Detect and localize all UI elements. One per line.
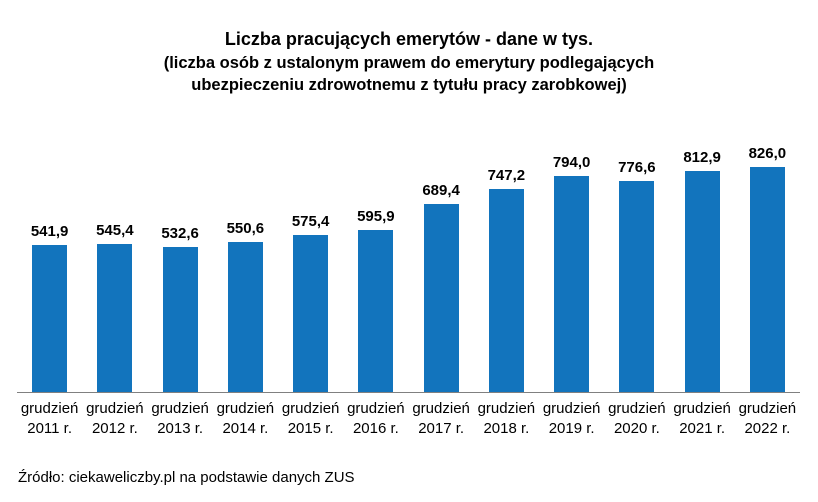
bar-value-label: 532,6 — [161, 225, 199, 242]
bar — [227, 242, 263, 392]
bar — [32, 244, 68, 392]
x-tick-line-2: 2017 r. — [418, 420, 465, 437]
x-tick-line-2: 2014 r. — [222, 420, 269, 437]
x-tick-line-2: 2021 r. — [679, 420, 726, 437]
bar-value-label: 575,4 — [291, 213, 330, 231]
x-tick-line-1: grudzień — [20, 400, 79, 417]
bar — [423, 204, 459, 392]
bar-column: 826,0 — [735, 145, 800, 392]
bar-column: 595,9 — [343, 208, 408, 392]
x-tick-line-1: grudzień — [216, 400, 275, 417]
bar-column: 794,0 — [539, 154, 604, 392]
x-tick-label: grudzień 2021 r. — [670, 399, 735, 439]
bar — [162, 247, 198, 392]
x-tick-line-1: grudzień — [738, 400, 797, 417]
x-tick-line-1: grudzień — [86, 400, 144, 417]
x-axis: grudzień 2011 r. grudzień 2012 r. grudzień 20… — [17, 393, 800, 439]
bar-column: 776,6 — [604, 159, 669, 392]
x-tick-label: grudzień 2022 r. — [735, 399, 800, 439]
bar — [488, 188, 524, 392]
bar — [749, 167, 785, 392]
x-tick-label: grudzień 2017 r. — [409, 399, 474, 439]
chart-title: Liczba pracujących emerytów - dane w tys… — [224, 29, 594, 49]
bar-value-label: 776,6 — [618, 158, 656, 176]
x-tick-line-1: grudzień — [412, 400, 470, 417]
chart-subtitle-line-1: (liczba osób z ustalonym prawem do emery… — [163, 54, 655, 72]
chart-subtitle-line-2: ubezpieczeniu zdrowotnemu z tytułu pracy… — [191, 76, 627, 94]
bar-column: 532,6 — [148, 225, 213, 392]
bar-column: 550,6 — [213, 220, 278, 392]
x-tick-line-1: grudzień — [347, 400, 405, 417]
bar — [293, 235, 329, 392]
bar-column: 812,9 — [670, 149, 735, 392]
plot-area: 541,9 545,4 532,6 550,6 575,4 595,9 689,4 747,2… — [17, 145, 800, 393]
bar — [684, 170, 720, 392]
x-tick-line-2: 2019 r. — [548, 420, 595, 437]
x-tick-label: grudzień 2019 r. — [539, 399, 604, 439]
x-tick-label: grudzień 2015 r. — [278, 399, 343, 439]
bar-chart: 541,9 545,4 532,6 550,6 575,4 595,9 689,4 747,2… — [17, 145, 800, 439]
bar-value-label: 541,9 — [30, 222, 69, 240]
bar-value-label: 747,2 — [487, 166, 526, 184]
x-tick-line-2: 2020 r. — [613, 420, 660, 437]
x-tick-line-1: grudzień — [673, 400, 731, 417]
x-tick-line-2: 2011 r. — [27, 420, 72, 437]
bar-column: 689,4 — [409, 182, 474, 392]
bar — [97, 243, 133, 392]
x-tick-line-2: 2012 r. — [91, 420, 138, 437]
bar-value-label: 550,6 — [226, 220, 265, 238]
x-tick-label: grudzień 2018 r. — [474, 399, 539, 439]
x-tick-line-2: 2016 r. — [352, 420, 399, 437]
bar — [358, 229, 394, 392]
bar-column: 545,4 — [82, 221, 147, 392]
bar-column: 747,2 — [474, 167, 539, 392]
x-tick-line-1: grudzień — [151, 400, 209, 417]
bar-value-label: 794,0 — [552, 153, 591, 171]
source-note: Źródło: ciekaweliczby.pl na podstawie da… — [18, 469, 355, 486]
x-tick-line-2: 2015 r. — [287, 420, 334, 437]
x-tick-label: grudzień 2016 r. — [343, 399, 408, 439]
x-tick-line-2: 2018 r. — [483, 420, 530, 437]
x-tick-line-1: grudzień — [608, 400, 666, 417]
bar-value-label: 826,0 — [748, 145, 787, 163]
x-tick-label: grudzień 2012 r. — [82, 399, 147, 439]
x-tick-label: grudzień 2011 r. — [17, 399, 82, 439]
x-tick-label: grudzień 2020 r. — [604, 399, 669, 439]
x-tick-line-2: 2022 r. — [744, 420, 791, 437]
bar-column: 575,4 — [278, 213, 343, 392]
bar — [619, 180, 655, 392]
bar-value-label: 595,9 — [357, 207, 395, 225]
bar-column: 541,9 — [17, 222, 82, 392]
x-tick-label: grudzień 2013 r. — [148, 399, 213, 439]
x-tick-line-2: 2013 r. — [157, 420, 204, 437]
x-tick-label: grudzień 2014 r. — [213, 399, 278, 439]
x-tick-line-1: grudzień — [281, 400, 340, 417]
bar — [554, 175, 590, 392]
bar-value-label: 689,4 — [422, 182, 460, 200]
bar-value-label: 812,9 — [683, 148, 721, 166]
x-tick-line-1: grudzień — [542, 400, 601, 417]
x-tick-line-1: grudzień — [477, 400, 536, 417]
bar-value-label: 545,4 — [96, 221, 134, 239]
